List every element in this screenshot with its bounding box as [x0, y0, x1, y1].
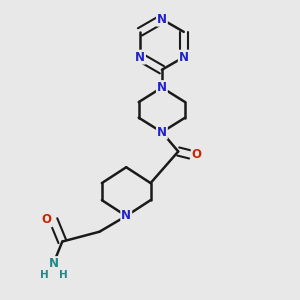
Text: N: N: [135, 51, 145, 64]
Text: H: H: [58, 270, 67, 280]
Text: O: O: [192, 148, 202, 161]
Text: O: O: [42, 213, 52, 226]
Text: N: N: [121, 209, 131, 223]
Text: N: N: [48, 257, 59, 270]
Text: N: N: [157, 13, 167, 26]
Text: H: H: [40, 270, 48, 280]
Text: N: N: [157, 81, 167, 94]
Text: N: N: [179, 51, 189, 64]
Text: N: N: [157, 126, 167, 139]
